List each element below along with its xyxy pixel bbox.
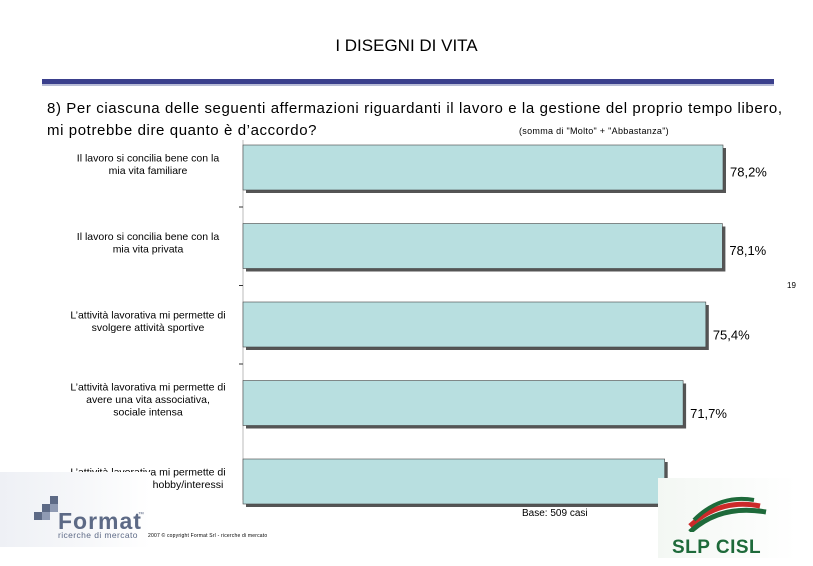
bar-4 (242, 458, 665, 505)
format-logo-background (0, 472, 150, 547)
category-label-0-0: Il lavoro si concilia bene con la (77, 152, 220, 164)
sample-base: Base: 509 casi (522, 508, 588, 519)
bar-2 (242, 301, 707, 348)
value-label-2: 75,4% (713, 328, 750, 343)
value-label-1: 78,1% (729, 243, 766, 258)
question-note: (somma di "Molto" + "Abbastanza") (519, 126, 669, 136)
category-label-1-1: mia vita privata (113, 243, 184, 255)
category-label-2-0: L’attività lavorativa mi permette di (70, 309, 225, 321)
category-label-3-1: avere una vita associativa, (86, 394, 210, 406)
value-label-3: 71,7% (690, 406, 727, 421)
page-number: 19 (787, 281, 796, 290)
format-logo-trademark: ™ (138, 512, 144, 518)
copyright-text: 2007 © copyright Format Srl - ricerche d… (148, 533, 268, 539)
category-label-2-1: svolgere attività sportive (92, 322, 205, 334)
page-title: I DISEGNI DI VITA (335, 36, 478, 55)
category-label-1-0: Il lavoro si concilia bene con la (77, 231, 220, 243)
format-logo-steps-icon (34, 496, 58, 520)
slp-cisl-logo: SLP CISL (658, 478, 796, 558)
bar-3 (242, 380, 684, 426)
value-label-0: 78,2% (730, 165, 767, 180)
category-label-3-0: L’attività lavorativa mi permette di (70, 382, 225, 394)
bar-0 (242, 144, 724, 191)
title-divider (42, 79, 774, 84)
format-logo: Format ™ ricerche di mercato (0, 472, 150, 547)
category-label-3-2: sociale intensa (113, 407, 183, 419)
format-logo-word: Format (58, 508, 142, 534)
bar-1 (242, 223, 723, 269)
slp-logo-word: SLP CISL (672, 537, 762, 558)
slp-logo-background (658, 478, 796, 558)
category-label-0-1: mia vita familiare (109, 165, 188, 177)
question-text: 8) Per ciascuna delle seguenti affermazi… (47, 100, 783, 139)
slp-flag-icon (688, 496, 767, 532)
format-logo-tagline: ricerche di mercato (58, 530, 138, 540)
